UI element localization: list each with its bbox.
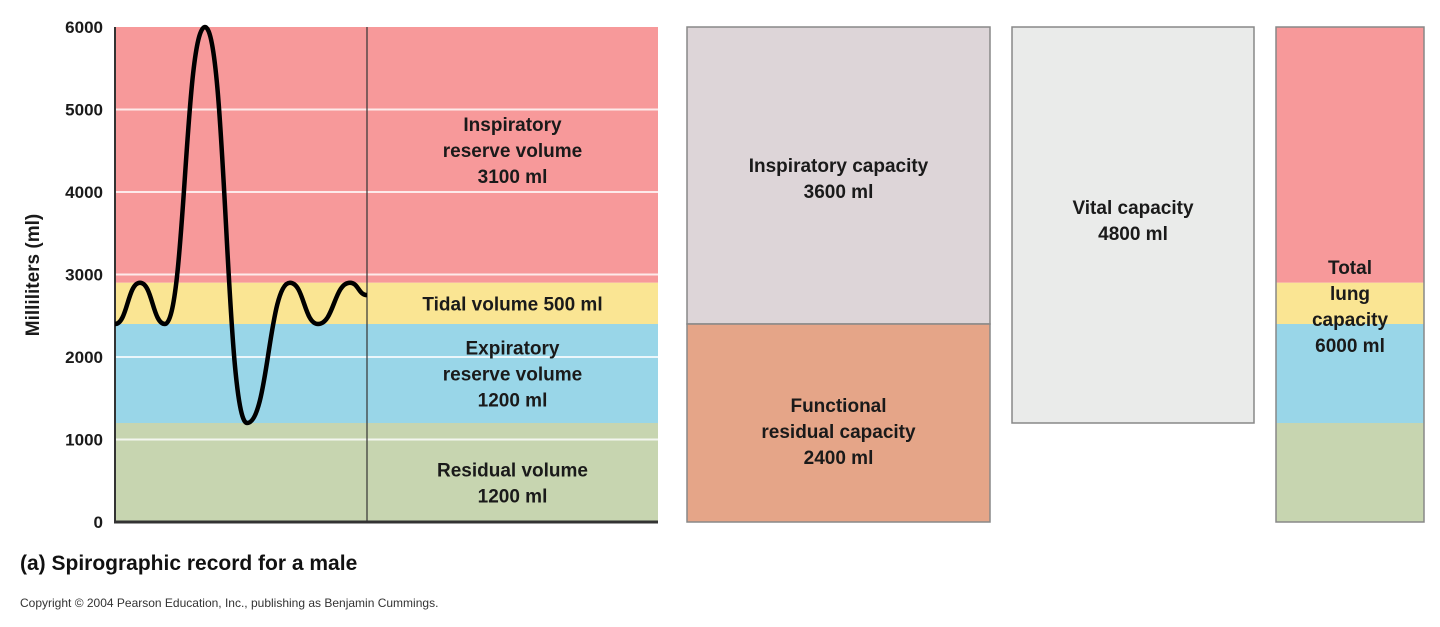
tlc-band-irv xyxy=(1276,27,1424,283)
tlc-band-rv xyxy=(1276,423,1424,522)
total-lung-capacity-label-line: capacity xyxy=(1312,310,1388,331)
inspiratory-capacity-box-label-line: Inspiratory capacity xyxy=(749,156,929,177)
total-lung-capacity-label: Total lung capacity 6000 ml xyxy=(1312,258,1388,357)
band-irv xyxy=(115,27,658,283)
functional-residual-capacity-box xyxy=(686,323,991,523)
total-lung-capacity-box xyxy=(1275,26,1425,523)
label-irv-line: 3100 ml xyxy=(478,167,548,188)
y-tick-label: 0 xyxy=(94,513,103,532)
label-erv-line: 1200 ml xyxy=(478,391,548,412)
total-lung-capacity-label-line: Total xyxy=(1328,258,1372,279)
y-tick-label: 6000 xyxy=(65,18,103,37)
vital-capacity-box-label-line: 4800 ml xyxy=(1098,224,1168,245)
total-lung-capacity-label-line: lung xyxy=(1330,284,1370,305)
vital-capacity-box xyxy=(1011,26,1255,424)
label-irv-line: Inspiratory xyxy=(463,115,562,136)
y-tick-label: 5000 xyxy=(65,101,103,120)
functional-residual-capacity-box-label-line: Functional xyxy=(790,396,886,417)
y-axis-label: Milliliters (ml) xyxy=(23,214,44,336)
label-erv-line: reserve volume xyxy=(443,365,582,386)
functional-residual-capacity-box-label-line: 2400 ml xyxy=(804,448,874,469)
vital-capacity-box-label: Vital capacity 4800 ml xyxy=(1072,198,1194,245)
label-tv-line: Tidal volume 500 ml xyxy=(422,294,602,315)
label-irv: Inspiratory reserve volume 3100 ml xyxy=(443,115,582,188)
functional-residual-capacity-box-label: Functional residual capacity 2400 ml xyxy=(761,396,916,469)
y-tick-label: 4000 xyxy=(65,183,103,202)
functional-residual-capacity-box-label-line: residual capacity xyxy=(761,422,916,443)
figure-caption: (a) Spirographic record for a male xyxy=(20,552,358,575)
spirogram-trace xyxy=(114,24,368,426)
band-erv xyxy=(115,324,658,423)
label-tv: Tidal volume 500 ml xyxy=(422,294,602,315)
tlc-band-tv xyxy=(1276,282,1424,324)
inspiratory-capacity-box xyxy=(686,26,991,325)
label-rv-line: Residual volume xyxy=(437,461,588,482)
label-erv: Expiratory reserve volume 1200 ml xyxy=(443,339,582,412)
copyright-notice: Copyright © 2004 Pearson Education, Inc.… xyxy=(20,596,439,610)
label-irv-line: reserve volume xyxy=(443,141,582,162)
label-rv: Residual volume 1200 ml xyxy=(437,461,588,508)
vital-capacity-box-label-line: Vital capacity xyxy=(1072,198,1194,219)
y-tick-label: 3000 xyxy=(65,266,103,285)
y-tick-label: 2000 xyxy=(65,348,103,367)
band-tv xyxy=(115,282,658,324)
label-rv-line: 1200 ml xyxy=(478,487,548,508)
inspiratory-capacity-box-label: Inspiratory capacity 3600 ml xyxy=(749,156,929,203)
y-tick-label: 1000 xyxy=(65,431,103,450)
tlc-band-erv xyxy=(1276,324,1424,423)
inspiratory-capacity-box-label-line: 3600 ml xyxy=(804,182,874,203)
label-erv-line: Expiratory xyxy=(466,339,560,360)
total-lung-capacity-label-line: 6000 ml xyxy=(1315,336,1385,357)
